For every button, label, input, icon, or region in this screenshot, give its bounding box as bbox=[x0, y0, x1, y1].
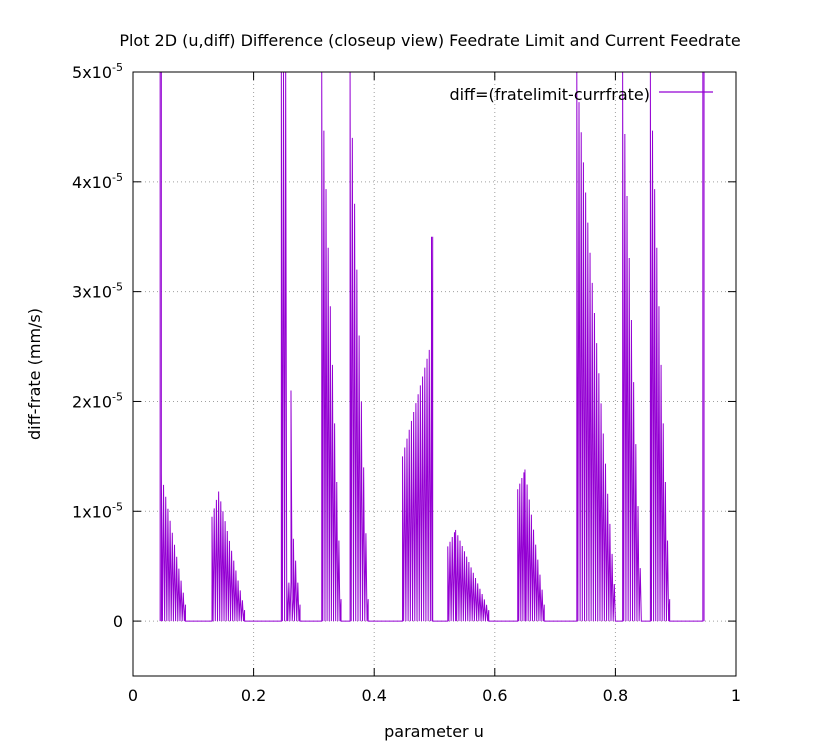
y-tick-label: 4x10-5 bbox=[72, 171, 123, 192]
y-tick-mantissa: 0 bbox=[113, 612, 123, 631]
y-tick-exponent: -5 bbox=[112, 281, 123, 294]
y-tick-exponent: -5 bbox=[112, 171, 123, 184]
y-axis-label: diff-frate (mm/s) bbox=[25, 308, 44, 440]
x-tick-label: 0.8 bbox=[603, 686, 628, 705]
x-tick-label: 0.6 bbox=[482, 686, 507, 705]
x-axis-label: parameter u bbox=[384, 722, 484, 741]
legend-label: diff=(fratelimit-currfrate) bbox=[449, 85, 650, 104]
y-tick-mantissa: 2x10 bbox=[72, 392, 112, 411]
y-tick-mantissa: 1x10 bbox=[72, 502, 112, 521]
y-tick-mantissa: 5x10 bbox=[72, 63, 112, 82]
y-tick-mantissa: 4x10 bbox=[72, 173, 112, 192]
x-tick-label: 0.4 bbox=[361, 686, 386, 705]
x-tick-label: 1 bbox=[731, 686, 741, 705]
x-tick-label: 0.2 bbox=[241, 686, 266, 705]
ticks: 0 0.2 0.4 0.6 0.8 101x10-52x10-53x10-54x10-55… bbox=[72, 61, 741, 705]
y-tick-mantissa: 3x10 bbox=[72, 283, 112, 302]
y-tick-label: 5x10-5 bbox=[72, 61, 123, 82]
y-tick-label: 3x10-5 bbox=[72, 281, 123, 302]
x-tick-label: 0 bbox=[128, 686, 138, 705]
legend: diff=(fratelimit-currfrate) bbox=[449, 85, 713, 104]
plot-frame bbox=[132, 71, 737, 677]
series-layer bbox=[159, 72, 705, 622]
y-tick-label: 0 bbox=[113, 612, 123, 631]
y-tick-exponent: -5 bbox=[112, 500, 123, 513]
y-tick-exponent: -5 bbox=[112, 390, 123, 403]
y-tick-exponent: -5 bbox=[112, 61, 123, 74]
y-tick-label: 1x10-5 bbox=[72, 500, 123, 521]
series-line bbox=[159, 72, 705, 622]
chart-title: Plot 2D (u,diff) Difference (closeup vie… bbox=[119, 31, 740, 50]
y-tick-label: 2x10-5 bbox=[72, 390, 123, 411]
grid bbox=[133, 72, 736, 676]
